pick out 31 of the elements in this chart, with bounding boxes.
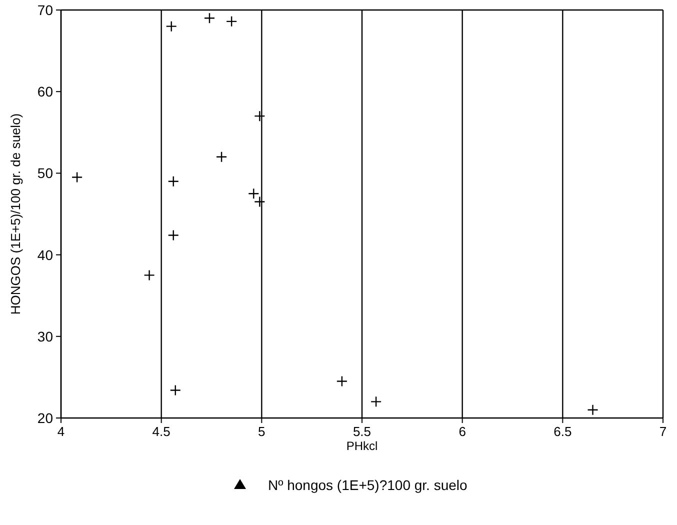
point xyxy=(254,110,266,122)
point xyxy=(166,20,177,32)
point xyxy=(204,12,216,24)
x-tick-label: 6 xyxy=(458,424,466,439)
y-axis-title: HONGOS (1E+5)/100 gr. de suelo) xyxy=(8,113,23,315)
y-tick-label: 40 xyxy=(37,246,54,263)
x-tick-label: 5 xyxy=(258,424,266,439)
y-tick-label: 70 xyxy=(37,2,54,18)
point xyxy=(144,270,155,281)
x-tick-label: 4 xyxy=(57,424,65,439)
y-tick-label: 20 xyxy=(37,410,54,426)
x-tick-label: 5.5 xyxy=(352,424,372,439)
y-tick-label: 50 xyxy=(37,165,54,182)
x-axis-title: PHkcl xyxy=(346,439,378,453)
point xyxy=(71,172,83,183)
point xyxy=(587,404,598,416)
x-tick-label: 7 xyxy=(659,424,667,439)
point xyxy=(254,196,266,208)
x-tick-label: 6.5 xyxy=(554,424,572,439)
y-tick-label: 30 xyxy=(37,328,54,344)
point xyxy=(248,188,260,200)
point xyxy=(370,396,382,408)
point xyxy=(216,151,228,162)
point xyxy=(226,16,238,28)
point xyxy=(168,176,179,187)
point xyxy=(336,376,348,387)
x-tick-label: 4.5 xyxy=(152,424,170,439)
y-tick-label: 60 xyxy=(37,84,54,100)
legend-label: Nº hongos (1E+5)?100 gr. suelo xyxy=(268,477,468,493)
point xyxy=(170,384,181,396)
point xyxy=(168,230,179,241)
